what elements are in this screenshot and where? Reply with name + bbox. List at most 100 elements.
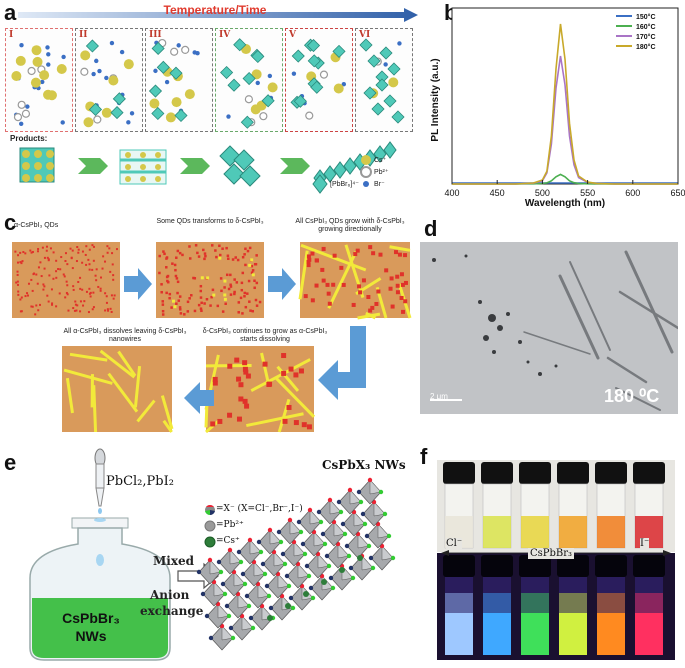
octahedron <box>300 529 328 557</box>
vial <box>443 462 475 549</box>
vial <box>519 462 551 549</box>
vial-uv <box>519 555 551 655</box>
caption-c1: α-CsPbI₃ QDs <box>14 222 59 229</box>
stage-particles <box>290 38 347 120</box>
cs-atom <box>339 567 345 573</box>
stage-panel <box>62 346 174 433</box>
scale-label: 2 μm <box>430 392 448 401</box>
cspbbr3-label: CsPbBr₃ <box>528 548 575 559</box>
legend-pb-label: =Pb²⁺ <box>216 520 244 530</box>
legend-cs-label: =Cs⁺ <box>216 536 240 546</box>
legend-br: Br⁻ <box>374 181 385 188</box>
i-label: I⁻ <box>640 538 650 549</box>
anion-label: Anion <box>150 588 190 602</box>
vial <box>595 462 627 549</box>
cl-label: Cl⁻ <box>446 538 463 549</box>
octahedron <box>340 509 368 537</box>
exchange-label: exchange <box>140 604 204 618</box>
blue-arrow-2 <box>268 268 296 300</box>
bottle-label-2: NWs <box>75 628 107 644</box>
octahedron <box>264 571 292 599</box>
octahedron <box>228 613 256 641</box>
octahedron <box>196 557 224 585</box>
panel-label-e: e <box>4 450 17 475</box>
stage-label: III <box>149 30 162 40</box>
octahedron <box>364 521 392 549</box>
stage-panel <box>156 242 264 318</box>
panel-c-graphic <box>12 242 412 434</box>
octahedron <box>216 547 244 575</box>
legend-entry: 170°C <box>636 33 656 41</box>
blue-arrow-3 <box>318 326 366 400</box>
nws-title: CsPbX₃ NWs <box>322 458 406 472</box>
panel-label-f: f <box>420 444 428 469</box>
x-tick-label: 600 <box>625 188 640 198</box>
octahedron <box>316 497 344 525</box>
vial-uv <box>481 555 513 655</box>
stage-panel <box>298 242 412 320</box>
precursor-label: PbCl₂,PbI₂ <box>106 474 174 489</box>
stage-box: I <box>5 28 73 132</box>
octahedron <box>220 569 248 597</box>
x-tick-label: 550 <box>580 188 595 198</box>
product-layered <box>119 149 167 185</box>
pl-chart: 400 450 500 550 600 650 150°C160°C170°C180°C … <box>430 7 685 209</box>
x-tick-label: 650 <box>670 188 685 198</box>
products-label: Products: <box>10 134 48 143</box>
x-tick-label: 500 <box>535 188 550 198</box>
octahedron <box>296 507 324 535</box>
cs-atom <box>303 591 309 597</box>
legend-x-icon <box>205 505 215 516</box>
stage-panel <box>204 346 316 434</box>
stage-particles <box>220 38 278 129</box>
legend-octa: [PbBr₆]⁴⁻ <box>330 181 359 188</box>
stage-label: V <box>289 30 296 40</box>
octahedron <box>240 559 268 587</box>
vials-uv <box>437 553 675 660</box>
green-arrow-1 <box>78 158 108 174</box>
arrow-label: Temperature/Time <box>163 3 267 17</box>
green-arrow-2 <box>180 158 210 174</box>
caption-c2: Some QDs transforms to δ-CsPbI₃ <box>156 218 264 225</box>
x-axis-label: Wavelength (nm) <box>525 198 605 209</box>
panel-label-c: c <box>4 210 17 235</box>
series-line <box>452 23 678 185</box>
panel-e-graphic <box>29 448 396 661</box>
stage-label: II <box>79 30 88 40</box>
legend-a-symbols <box>360 155 372 187</box>
vial-uv <box>443 555 475 655</box>
blue-arrow-1 <box>124 268 152 300</box>
stage-box: VI <box>355 28 413 132</box>
octahedron <box>280 539 308 567</box>
cs-atom <box>321 579 327 585</box>
octahedron <box>360 499 388 527</box>
temperature-label: 180 ⁰C <box>604 386 660 406</box>
stage-particles <box>11 43 67 126</box>
stage-box: V <box>285 28 353 132</box>
cs-atom <box>285 603 291 609</box>
caption-c5: δ-CsPbI₃ continues to grow as α-CsPbI₃ s… <box>202 328 328 344</box>
octahedron <box>260 549 288 577</box>
octahedron <box>244 581 272 609</box>
vial <box>481 462 513 549</box>
octahedron <box>324 541 352 569</box>
stage-box: II <box>75 28 143 132</box>
bottle-icon <box>29 517 171 661</box>
vial <box>557 462 589 549</box>
mixed-label: Mixed <box>153 554 195 568</box>
pb-legend-icon <box>360 166 372 178</box>
products-row <box>19 141 397 187</box>
octahedron <box>224 591 252 619</box>
x-tick-label: 450 <box>490 188 505 198</box>
legend-cs-icon <box>204 536 216 548</box>
vials-daylight <box>437 460 675 552</box>
blue-arrow-4 <box>184 382 214 414</box>
vial-uv <box>595 555 627 655</box>
br-legend-icon <box>363 181 369 187</box>
product-cube <box>19 147 55 183</box>
octahedron <box>256 527 284 555</box>
caption-c3: All CsPbI₃ QDs grow with δ-CsPbI₃ growin… <box>295 218 405 234</box>
panel-label-a: a <box>4 0 17 25</box>
octahedron <box>336 487 364 515</box>
stage-particles <box>359 38 405 124</box>
